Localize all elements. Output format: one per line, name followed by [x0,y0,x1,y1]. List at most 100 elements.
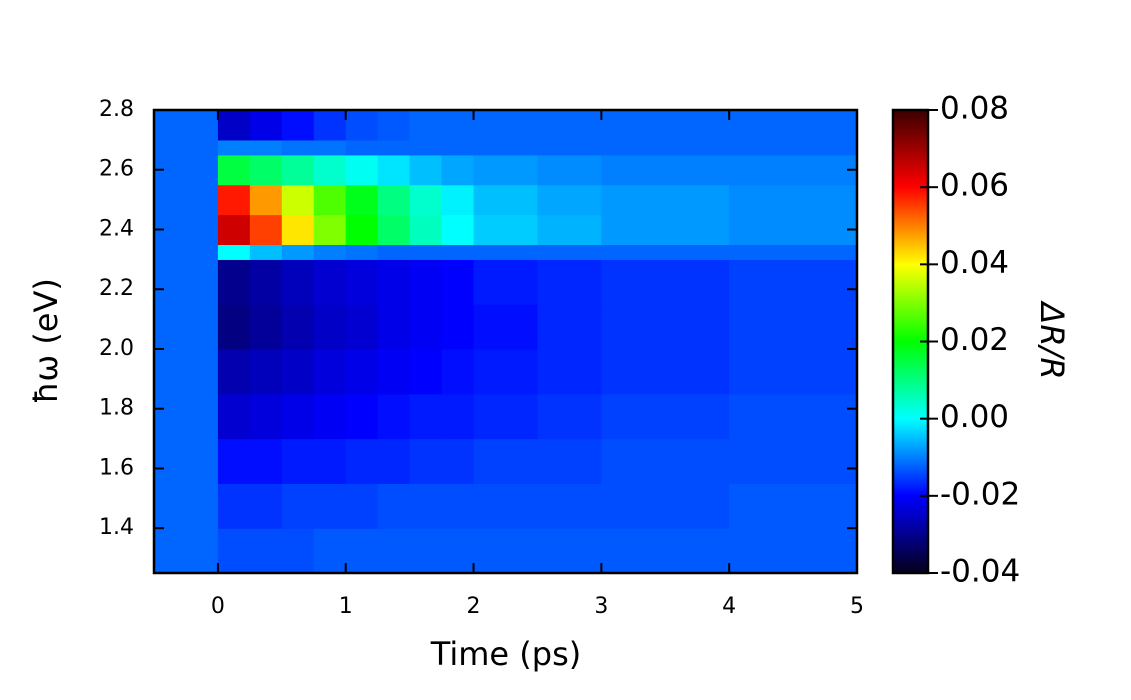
heatmap-cell [729,483,858,529]
heatmap-cell [154,483,219,529]
heatmap-cell [473,214,539,246]
x-tick-label: 4 [722,594,736,619]
x-tick-label: 5 [850,594,864,619]
y-axis-label: ħω (eV) [27,278,65,404]
heatmap-cell [377,393,411,440]
heatmap-cell [217,304,251,350]
heatmap-cell [729,139,858,156]
heatmap-cell [249,483,283,529]
heatmap-cell [441,139,475,156]
heatmap-cell [345,184,379,216]
heatmap-cell [217,214,251,246]
heatmap-cell [217,154,251,186]
y-tick-label: 1.4 [99,515,134,540]
heatmap-cell [377,154,411,186]
heatmap-cell [601,438,730,484]
heatmap-cell [345,483,379,529]
heatmap-cell [409,393,443,440]
heatmap [154,110,858,574]
heatmap-cell [249,184,283,216]
heatmap-cell [441,154,475,186]
heatmap-cell [729,438,858,484]
heatmap-cell [601,483,730,529]
heatmap-cell [601,393,730,440]
heatmap-cell [249,393,283,440]
y-tick-label: 1.8 [99,396,134,421]
heatmap-cell [313,348,347,395]
heatmap-cell [473,438,539,484]
y-tick-label: 2.4 [99,216,134,241]
y-tick-label: 1.6 [99,455,134,480]
heatmap-cell [345,348,379,395]
heatmap-cell [601,244,730,260]
heatmap-cell [377,214,411,246]
x-tick-label: 3 [594,594,608,619]
heatmap-cell [601,259,730,305]
heatmap-cell [217,184,251,216]
y-tick-label: 2.8 [99,97,134,122]
heatmap-cell [441,348,475,395]
heatmap-cell [441,244,475,260]
heatmap-cell [313,393,347,440]
heatmap-cell [729,214,858,246]
heatmap-cell [601,214,730,246]
heatmap-cell [217,110,251,141]
heatmap-cell [537,244,602,260]
heatmap-cell [729,348,858,395]
heatmap-cell [281,348,315,395]
colorbar-label: ΔR/R [1033,299,1071,379]
heatmap-cell [217,244,251,260]
heatmap-cell [217,393,251,440]
heatmap-cell [409,214,443,246]
heatmap-cell [441,304,475,350]
heatmap-cell [217,139,251,156]
colorbar-tick-label: -0.02 [940,476,1020,512]
heatmap-cell [154,214,219,246]
heatmap-cell [729,110,858,141]
colorbar-tick-label: 0.04 [940,245,1009,281]
heatmap-cell [537,483,602,529]
heatmap-cell [473,139,539,156]
heatmap-cell [473,348,539,395]
heatmap-cell [249,139,283,156]
heatmap-cell [313,304,347,350]
heatmap-cell [217,483,251,529]
x-axis-label: Time (ps) [430,635,581,673]
heatmap-cell [729,393,858,440]
heatmap-cell [537,110,602,141]
colorbar-tick-label: 0.00 [940,399,1009,435]
heatmap-cell [409,348,443,395]
heatmap-cell [409,139,443,156]
heatmap-cell [217,259,251,305]
heatmap-cell [281,184,315,216]
heatmap-cell [473,483,539,529]
heatmap-cell [249,438,283,484]
heatmap-cell [281,259,315,305]
heatmap-cell [249,214,283,246]
heatmap-cell [313,214,347,246]
heatmap-cell [345,214,379,246]
x-tick-label: 2 [467,594,481,619]
heatmap-cell [441,393,475,440]
heatmap-cell [313,110,347,141]
heatmap-cell [249,348,283,395]
heatmap-cell [154,348,219,395]
heatmap-cell [441,214,475,246]
plot-frame [152,108,859,575]
heatmap-cell [281,110,315,141]
heatmap-cell [473,184,539,216]
colorbar-tick-label: -0.04 [940,554,1020,590]
heatmap-cell [601,304,730,350]
heatmap-cell [601,139,730,156]
colorbar-tick-label: 0.06 [940,168,1009,204]
heatmap-cell [345,110,379,141]
heatmap-cell [441,259,475,305]
heatmap-cell [473,393,539,440]
heatmap-cell [473,304,539,350]
heatmap-cell [473,259,539,305]
heatmap-cell [601,110,730,141]
heatmap-cell [473,154,539,186]
heatmap-cell [249,110,283,141]
heatmap-cell [537,259,602,305]
